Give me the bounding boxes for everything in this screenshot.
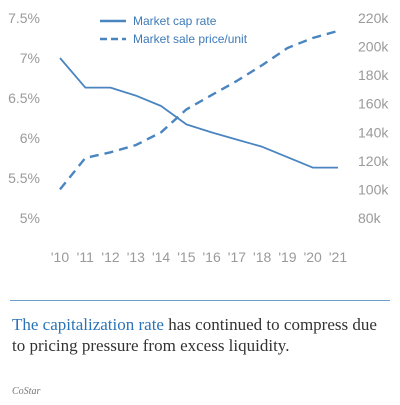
left-tick-label: 7% (20, 50, 40, 66)
caption-lead: The capitalization rate (12, 315, 164, 334)
x-tick-label: '18 (253, 249, 271, 265)
caption-divider (10, 300, 390, 301)
x-axis-ticks: '10 '11 '12 '13 '14 '15 '16 '17 '18 '19 '20 '21 (51, 249, 347, 265)
chart-plot: 7.5% 7% 6.5% 6% 5.5% 5% 220k 200k 180k 160k 140k 1… (8, 10, 389, 265)
x-tick-label: '10 (51, 249, 69, 265)
right-tick-label: 140k (358, 124, 389, 140)
left-tick-label: 5.5% (8, 170, 40, 186)
right-tick-label: 160k (358, 96, 389, 112)
legend-label: Market cap rate (133, 14, 217, 28)
source-credit: CoStar (12, 386, 41, 397)
caption: The capitalization rate has continued to… (12, 314, 388, 356)
x-tick-label: '21 (329, 249, 347, 265)
x-tick-label: '15 (177, 249, 195, 265)
caption-text: has continued to compress due to pricing… (12, 315, 377, 355)
right-tick-label: 220k (358, 10, 389, 26)
x-tick-label: '19 (278, 249, 296, 265)
series-line-0 (59, 57, 338, 169)
x-tick-label: '11 (77, 249, 94, 265)
legend: Market cap rate Market sale price/unit (100, 14, 248, 46)
left-tick-label: 5% (20, 210, 40, 226)
x-tick-label: '12 (101, 249, 119, 265)
right-axis-ticks: 220k 200k 180k 160k 140k 120k 100k 80k (358, 10, 389, 226)
series-lines (59, 29, 339, 191)
left-axis-ticks: 7.5% 7% 6.5% 6% 5.5% 5% (8, 10, 40, 226)
series-line-1 (59, 29, 339, 191)
right-tick-label: 100k (358, 181, 389, 197)
right-tick-label: 120k (358, 153, 389, 169)
x-tick-label: '14 (152, 249, 170, 265)
x-tick-label: '17 (228, 249, 246, 265)
right-tick-label: 180k (358, 67, 389, 83)
left-tick-label: 7.5% (8, 10, 40, 26)
x-tick-label: '20 (304, 249, 322, 265)
left-tick-label: 6% (20, 130, 40, 146)
legend-label: Market sale price/unit (133, 32, 248, 46)
right-tick-label: 80k (358, 210, 382, 226)
x-tick-label: '13 (127, 249, 145, 265)
left-tick-label: 6.5% (8, 90, 40, 106)
x-tick-label: '16 (203, 249, 221, 265)
right-tick-label: 200k (358, 39, 389, 55)
